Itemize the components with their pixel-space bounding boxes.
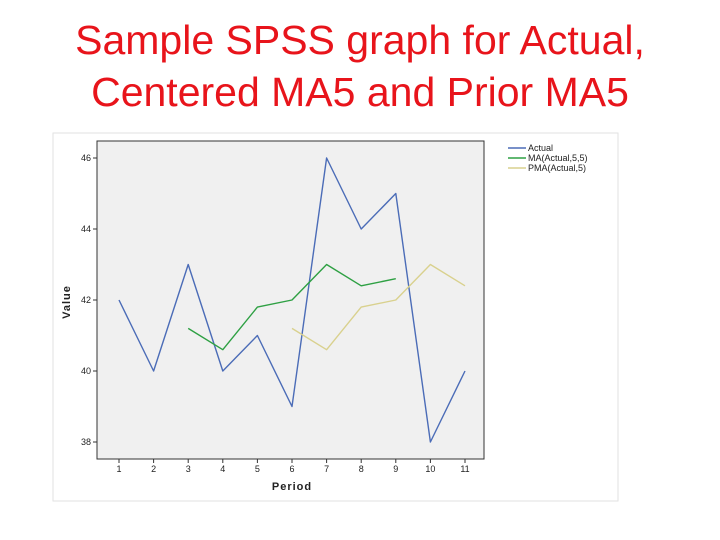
y-tick-label: 46 — [81, 153, 91, 163]
y-axis-ticks: 38 40 42 44 46 — [81, 153, 97, 447]
x-tick-label: 1 — [116, 464, 121, 474]
slide-title-line-2: Centered MA5 and Prior MA5 — [91, 69, 629, 115]
series-line-pma-actual-5 — [291, 263, 466, 351]
x-tick-label: 11 — [460, 464, 469, 474]
series-lines — [118, 157, 466, 443]
x-tick-label: 3 — [186, 464, 191, 474]
x-tick-label: 9 — [393, 464, 398, 474]
y-tick-label: 40 — [81, 366, 91, 376]
y-tick-label: 38 — [81, 437, 91, 447]
slide-title-line-1: Sample SPSS graph for Actual, — [75, 17, 645, 63]
x-tick-label: 2 — [151, 464, 156, 474]
slide-title: Sample SPSS graph for Actual, Centered M… — [0, 14, 720, 118]
x-axis-title: Period — [272, 481, 312, 493]
x-axis-ticks: 1 2 3 4 5 6 7 8 9 10 11 — [116, 459, 470, 474]
x-tick-label: 7 — [324, 464, 329, 474]
y-axis-title: Value — [61, 285, 73, 319]
x-tick-label: 5 — [255, 464, 260, 474]
x-tick-label: 4 — [220, 464, 225, 474]
legend-label: MA(Actual,5,5) — [528, 153, 588, 163]
legend-label: Actual — [528, 143, 553, 153]
chart-outer-frame — [52, 132, 619, 502]
x-tick-label: 8 — [359, 464, 364, 474]
legend-label: PMA(Actual,5) — [528, 163, 586, 173]
x-tick-label: 6 — [289, 464, 294, 474]
series-line-actual — [118, 157, 466, 443]
x-tick-label: 10 — [425, 464, 435, 474]
y-tick-label: 44 — [81, 224, 91, 234]
y-tick-label: 42 — [81, 295, 91, 305]
series-line-ma-actual-5-5 — [187, 263, 396, 351]
